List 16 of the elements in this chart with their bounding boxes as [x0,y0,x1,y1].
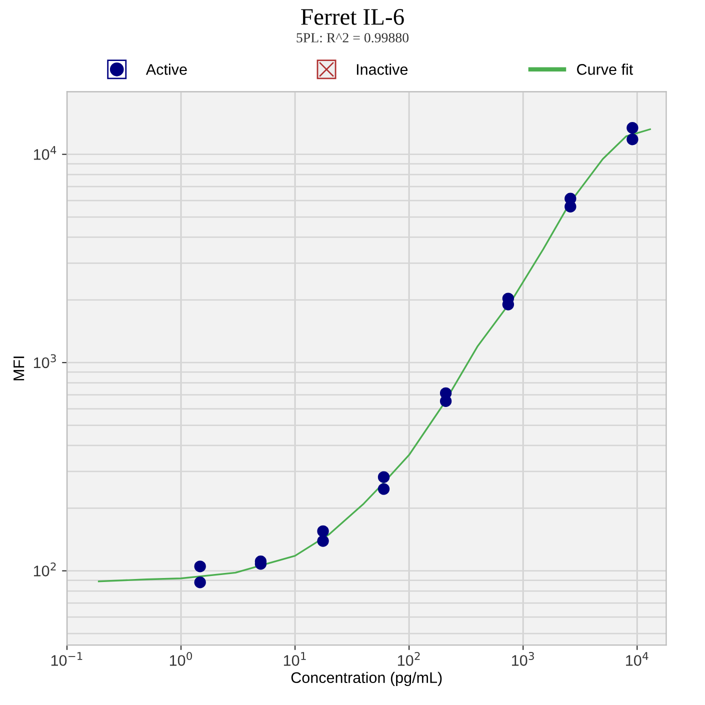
chart-title: Ferret IL-6 [301,9,404,25]
legend-label: Inactive [356,64,408,75]
y-tick-label: 10$^{2}$ [34,562,56,576]
x-tick-label: 10$^{3}$ [512,652,534,666]
x-axis-title: Concentration (pg/mL) [291,672,442,686]
x-tick-label: 10$^{4}$ [626,652,648,666]
y-tick-label: 10$^{4}$ [34,146,56,160]
y-tick-label: 10$^{3}$ [34,354,56,368]
y-axis-title: MFI [14,356,24,380]
x-tick-label: 10$^{0}$ [170,652,192,666]
x-tick-label: 10$^{2}$ [398,652,420,666]
legend-label: Curve fit [577,64,634,75]
chart-subtitle: 5PL: R^2 = 0.99880 [296,33,409,42]
x-tick-label: 10$^{1}$ [284,652,306,666]
x-tick-label: 10$^{−1}$ [51,652,82,666]
legend-label: Active [146,64,187,75]
